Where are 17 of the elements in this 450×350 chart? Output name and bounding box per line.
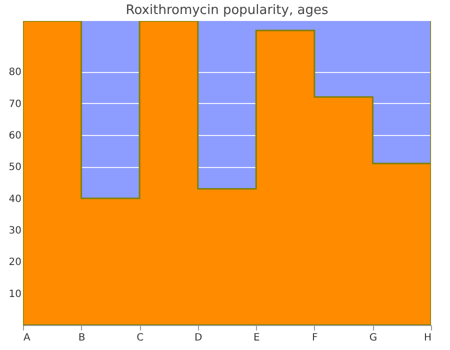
y-tick-label: 20 — [8, 257, 22, 268]
y-tick-label: 50 — [8, 162, 22, 174]
y-tick-label: 70 — [8, 98, 22, 110]
y-tick-label: 80 — [8, 67, 22, 78]
x-tick-label: A — [24, 332, 30, 344]
chart-title: Roxithromycin popularity, ages — [126, 3, 328, 18]
x-tick-label: E — [253, 332, 260, 344]
x-tick-label: H — [424, 332, 432, 344]
x-tick-label: B — [78, 332, 86, 344]
y-tick-label: 10 — [8, 288, 22, 300]
y-tick-label: 60 — [8, 130, 22, 142]
x-tick-label: F — [312, 332, 318, 344]
x-tick-label: D — [194, 332, 203, 344]
x-tick-label: G — [369, 332, 378, 344]
x-tick-label: C — [136, 332, 144, 344]
y-tick-label: 40 — [8, 194, 22, 205]
y-tick-label: 30 — [8, 226, 22, 236]
